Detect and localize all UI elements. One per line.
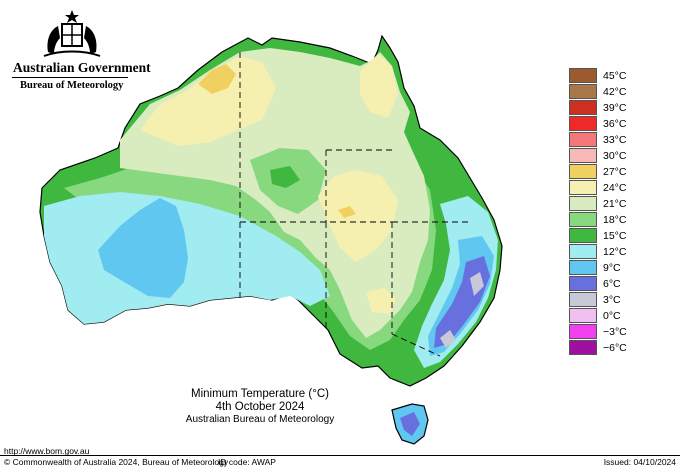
legend-label: 27°C <box>603 166 627 178</box>
legend-swatch <box>569 308 597 323</box>
state-borders <box>239 52 470 357</box>
legend-swatch <box>569 164 597 179</box>
zone-24c-central <box>318 170 398 262</box>
zone-24c-south <box>366 288 396 314</box>
map-title: Minimum Temperature (°C) <box>191 388 329 400</box>
zone-24c-north <box>140 56 276 146</box>
legend-swatch <box>569 292 597 307</box>
legend-swatch <box>569 116 597 131</box>
tasmania-cold-zone <box>400 412 420 436</box>
legend-label: 3°C <box>603 294 621 306</box>
zone-3c-highlands <box>470 272 484 296</box>
legend-swatch <box>569 68 597 83</box>
map-title-block: Minimum Temperature (°C) 4th October 202… <box>110 388 410 425</box>
zone-27c-central <box>338 206 356 218</box>
legend-swatch <box>569 212 597 227</box>
legend-swatch <box>569 340 597 355</box>
legend-label: 9°C <box>603 262 621 274</box>
legend-swatch <box>569 84 597 99</box>
footer-divider <box>0 455 680 456</box>
temperature-map <box>39 34 503 445</box>
legend-swatch <box>569 148 597 163</box>
legend-swatch <box>569 260 597 275</box>
map-date: 4th October 2024 <box>215 401 305 413</box>
zone-15c-patch <box>270 166 300 188</box>
government-name: Australian Government <box>13 60 151 75</box>
issued-date: Issued: 04/10/2024 <box>603 457 676 467</box>
legend-label: 24°C <box>603 182 627 194</box>
bom-url-link[interactable]: http://www.bom.gov.au <box>4 446 90 456</box>
legend-swatch <box>569 276 597 291</box>
legend-label: 15°C <box>603 230 627 242</box>
legend-label: 21°C <box>603 198 627 210</box>
coat-of-arms-logo <box>8 8 138 98</box>
legend-swatch <box>569 100 597 115</box>
zone-24c-cape-york <box>360 54 398 118</box>
legend-label: −6°C <box>603 342 627 354</box>
bureau-name: Bureau of Meteorology <box>20 80 124 91</box>
legend-swatch <box>569 132 597 147</box>
legend-label: 6°C <box>603 278 621 290</box>
legend-swatch <box>569 244 597 259</box>
copyright-text: © Commonwealth of Australia 2024, Bureau… <box>4 457 229 467</box>
legend-label: 30°C <box>603 150 627 162</box>
legend-label: 36°C <box>603 118 627 130</box>
zone-3c-alps <box>440 330 456 348</box>
header-divider <box>12 77 128 78</box>
legend-label: 12°C <box>603 246 627 258</box>
map-source: Australian Bureau of Meteorology <box>185 414 335 425</box>
legend-label: 45°C <box>603 70 627 82</box>
temperature-legend <box>569 68 599 356</box>
legend-label: 18°C <box>603 214 627 226</box>
temperature-legend-labels: 45°C 42°C 39°C 36°C 33°C 30°C 27°C 24°C 21°C 18°C… <box>603 68 627 356</box>
coat-of-arms-icon <box>43 10 101 57</box>
legend-swatch <box>569 228 597 243</box>
legend-label: 39°C <box>603 102 627 114</box>
legend-label: 42°C <box>603 86 627 98</box>
legend-label: 33°C <box>603 134 627 146</box>
legend-swatch <box>569 324 597 339</box>
legend-label: −3°C <box>603 326 627 338</box>
legend-label: 0°C <box>603 310 621 322</box>
zone-27c-top-end <box>198 64 236 94</box>
zone-9c-west <box>98 198 188 298</box>
legend-swatch <box>569 180 597 195</box>
legend-swatch <box>569 196 597 211</box>
id-code: ID code: AWAP <box>218 457 276 467</box>
